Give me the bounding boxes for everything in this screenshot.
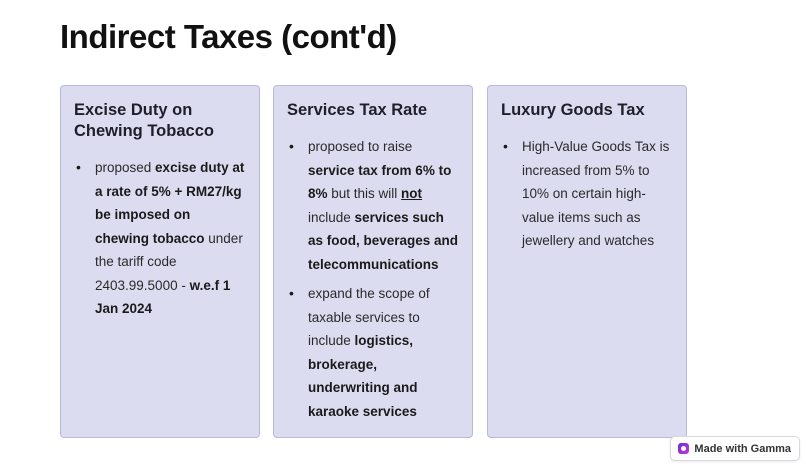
text-run: but this will — [327, 186, 402, 201]
card-heading: Services Tax Rate — [287, 101, 428, 119]
bullet-item: expand the scope of taxable services to … — [287, 282, 460, 423]
bold-text: service tax from 6% to 8% — [308, 162, 452, 202]
card-luxury-goods-tax: Luxury Goods Tax High-Value Goods Tax is… — [487, 85, 687, 438]
bold-text: w.e.f 1 Jan 2024 — [95, 277, 231, 317]
card-heading: Luxury Goods Tax — [501, 101, 645, 119]
bullet-list: proposed excise duty at a rate of 5% + R… — [74, 156, 247, 321]
bold-text: not — [401, 186, 423, 201]
bold-text: services such as food, beverages and tel… — [308, 209, 459, 272]
slide-title: Indirect Taxes (cont'd) — [60, 18, 397, 55]
made-with-gamma-button[interactable]: Made with Gamma — [670, 436, 800, 461]
card-excise-duty: Excise Duty on Chewing Tobacco proposed … — [60, 85, 260, 438]
text-run: proposed to raise — [308, 139, 413, 154]
bullet-list: High-Value Goods Tax is increased from 5… — [501, 135, 674, 253]
bold-text: logistics, brokerage, underwriting and k… — [308, 333, 418, 419]
card-heading: Excise Duty on Chewing Tobacco — [74, 101, 214, 140]
text-run: expand the scope of taxable services to … — [308, 286, 430, 348]
bullet-item: proposed to raise service tax from 6% to… — [287, 135, 460, 276]
gamma-logo-icon — [678, 443, 690, 454]
bullet-list: proposed to raise service tax from 6% to… — [287, 135, 460, 423]
card-services-tax: Services Tax Rate proposed to raise serv… — [273, 85, 473, 438]
text-run: High-Value Goods Tax is increased from 5… — [522, 139, 670, 248]
text-run: proposed — [95, 160, 156, 175]
badge-label: Made with Gamma — [694, 442, 791, 455]
text-run: under the tariff code 2403.99.5000 - — [95, 230, 243, 293]
bullet-item: High-Value Goods Tax is increased from 5… — [501, 135, 674, 253]
bullet-item: proposed excise duty at a rate of 5% + R… — [74, 156, 247, 321]
text-run: include — [308, 209, 355, 225]
bold-text: excise duty at a rate of 5% + RM27/kg be… — [95, 160, 245, 246]
